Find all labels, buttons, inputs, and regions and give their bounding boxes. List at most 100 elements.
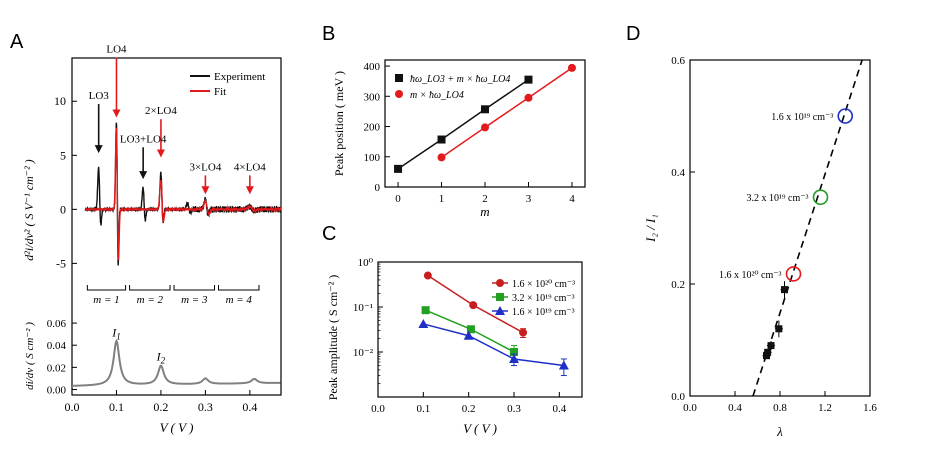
panel-b-legend-marker — [395, 90, 403, 98]
panel-a-bottom-ytick-label: 0.06 — [47, 318, 67, 330]
panel-b-xtick-label: 4 — [569, 193, 575, 205]
panel-d-ytick-label: 0.2 — [671, 279, 685, 291]
panel-b-legend-label: ħω_LO3 + m × ħω_LO4 — [410, 74, 510, 85]
panel-a-bottom-ytick-label: 0.00 — [47, 384, 67, 396]
panel-d-highlight-circle — [837, 108, 854, 124]
panel-a-ytick-label: 0 — [60, 202, 66, 216]
panel-c-circle-marker — [423, 271, 432, 280]
panel-b-xlabel: m — [480, 204, 489, 219]
panel-c-circle-marker — [519, 328, 528, 337]
panel-d-data-point — [781, 286, 788, 294]
panel-label-a: A — [10, 31, 24, 53]
panel-c-triangle-marker — [509, 353, 519, 363]
panel-d-highlight-circle — [812, 189, 829, 205]
panel-a-xtick-label: 0.1 — [109, 400, 124, 414]
panel-b-ylabel: Peak position ( meV ) — [332, 71, 346, 176]
panel-d-xtick-label: 0.8 — [773, 402, 787, 414]
panel-d-highlight-label: 1.6 x 10¹⁹ cm⁻³ — [771, 112, 833, 123]
panel-d-data-point — [764, 348, 772, 356]
panel-c-ytick-label: 10⁻² — [353, 347, 374, 359]
panel-a-peak-label-sub: 2 — [161, 356, 166, 366]
panel-c-xtick-label: 0.4 — [552, 403, 566, 415]
panel-b-series-line — [441, 67, 573, 158]
panel-c-legend-marker — [496, 293, 504, 301]
panel-c-square-marker — [510, 348, 518, 356]
panel-b-circle-marker — [567, 63, 576, 72]
panel-a-xtick-label: 0.2 — [153, 400, 168, 414]
panel-d-xtick-label: 0.0 — [683, 402, 697, 414]
panel-c-legend-label: 1.6 × 10¹⁹ cm⁻³ — [512, 307, 575, 318]
panel-c-ylabel: Peak amplitude ( S cm⁻² ) — [326, 275, 340, 401]
panel-c-xtick-label: 0.1 — [416, 403, 430, 415]
panel-b-square-marker — [524, 75, 533, 84]
panel-c-xtick-label: 0.3 — [507, 403, 521, 415]
panel-label-b: B — [322, 23, 335, 45]
panel-a-annotation: LO4 — [106, 44, 127, 56]
panel-label-c: C — [322, 223, 336, 245]
panel-a-xtick-label: 0.4 — [242, 400, 257, 414]
panel-a-annotation-arrow-head — [94, 145, 103, 154]
panel-a-bracket — [86, 285, 127, 291]
panel-c-triangle-marker — [418, 318, 429, 328]
panel-b-ytick-label: 200 — [364, 122, 381, 134]
panel-d-data-point — [767, 342, 775, 350]
panel-d-ytick-label: 0.0 — [671, 391, 685, 403]
panel-a-annotation-arrow-head — [156, 149, 165, 158]
panel-d-ylabel: I₂ / I₁ — [643, 214, 658, 243]
panel-a-peak-label: I2 — [156, 350, 166, 366]
panel-d-data-point — [775, 325, 783, 333]
panel-b-legend-label: m × ħω_LO4 — [410, 90, 464, 101]
panel-c-xtick-label: 0.0 — [371, 403, 385, 415]
panel-c-ytick-label: 10⁰ — [358, 257, 374, 269]
panel-b-square-marker — [481, 105, 489, 114]
panel-d-xtick-label: 1.2 — [818, 402, 832, 414]
panel-c-square-marker — [421, 306, 430, 315]
panel-a-ylabel: d²i/dv² ( S V⁻¹ cm⁻² ) — [22, 159, 36, 260]
panel-b-series-line — [397, 79, 529, 170]
panel-c-frame — [377, 261, 583, 398]
panel-d-ytick-label: 0.6 — [671, 55, 685, 67]
panel-d-xtick-label: 0.4 — [728, 402, 742, 414]
panel-c-xtick-label: 0.2 — [462, 403, 476, 415]
panel-b-legend-marker — [395, 74, 403, 82]
panel-b-square-marker — [394, 164, 403, 173]
panel-a-bracket-label: m = 3 — [181, 294, 208, 306]
panel-c-square-marker — [466, 325, 475, 334]
panel-a-bottom-ylabel: di/dv ( S cm⁻² ) — [24, 322, 36, 390]
panel-b-ytick-label: 300 — [364, 91, 381, 103]
panel-a-xtick-label: 0.3 — [198, 400, 213, 414]
panel-a-peak-label-sub: 1 — [116, 331, 121, 341]
panel-a-bracket — [173, 285, 216, 291]
panel-a-annotation: 3×LO4 — [189, 161, 221, 173]
panel-b-circle-marker — [481, 123, 489, 132]
panel-b-square-marker — [437, 135, 446, 144]
panel-d-xlabel: λ — [776, 424, 783, 439]
panel-a-annotation-arrow-head — [245, 186, 254, 195]
panel-a-annotation: LO3 — [89, 90, 110, 102]
panel-a-bracket-label: m = 2 — [137, 294, 164, 306]
panel-c-ytick-label: 10⁻¹ — [353, 302, 373, 314]
panel-a-fit-line — [84, 127, 282, 261]
panel-c-xlabel: V ( V ) — [463, 421, 497, 436]
panel-d-highlight-label: 3.2 x 10¹⁹ cm⁻³ — [747, 193, 809, 204]
panel-label-d: D — [626, 23, 640, 45]
panel-a-bracket-label: m = 4 — [226, 294, 253, 306]
panel-a-annotation-arrow-head — [201, 186, 210, 195]
panel-c-legend-label: 3.2 × 10¹⁹ cm⁻³ — [512, 293, 575, 304]
panel-a-legend-experiment: Experiment — [214, 71, 265, 83]
panel-c-circle-marker — [469, 301, 478, 310]
panel-d-frame — [689, 59, 871, 397]
panel-a-annotation-arrow-head — [112, 109, 121, 118]
panel-c-legend-marker — [495, 306, 505, 315]
panel-a-bottom-ytick-label: 0.02 — [47, 362, 66, 374]
panel-d-highlight-label: 1.6 x 10²⁰ cm⁻³ — [719, 270, 782, 281]
panel-b-ytick-label: 400 — [364, 61, 381, 73]
panel-b-xtick-label: 3 — [526, 193, 532, 205]
panel-d-ytick-label: 0.4 — [671, 167, 685, 179]
panel-c-legend-label: 1.6 × 10²⁰ cm⁻³ — [512, 279, 575, 290]
panel-a-ytick-label: 10 — [54, 94, 66, 108]
panel-b-circle-marker — [524, 93, 533, 102]
panel-a-bracket-label: m = 1 — [93, 294, 119, 306]
